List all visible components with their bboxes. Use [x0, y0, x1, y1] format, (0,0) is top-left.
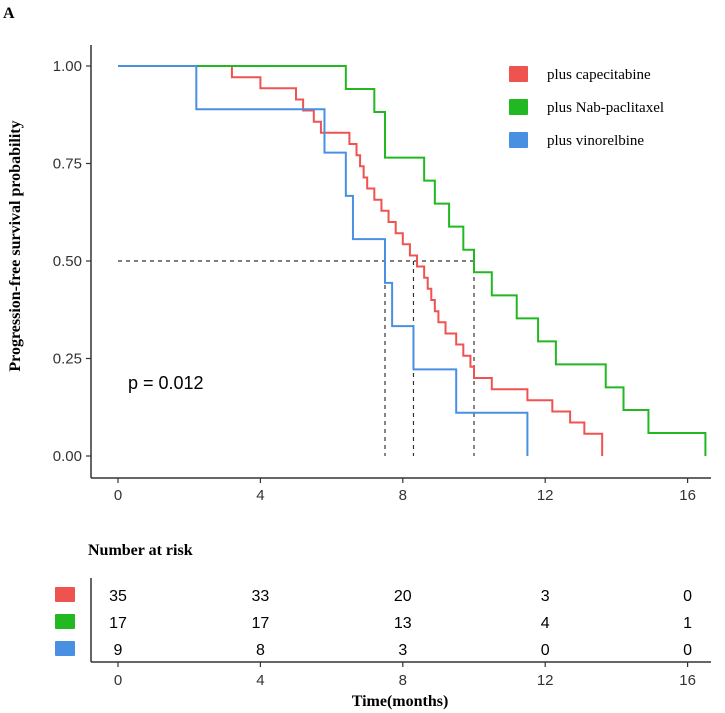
y-tick-label: 0.75 — [53, 156, 82, 173]
risk-value: 8 — [256, 642, 265, 659]
risk-x-tick-label: 16 — [679, 672, 696, 689]
risk-value: 1 — [683, 615, 692, 632]
x-ticks: 0 4 8 12 16 — [114, 478, 696, 504]
risk-value: 0 — [541, 642, 550, 659]
risk-value: 9 — [114, 642, 123, 659]
legend-label: plus capecitabine — [547, 67, 651, 83]
p-value-annotation: p = 0.012 — [128, 373, 204, 393]
series-line-plus-nab-paclitaxel — [118, 65, 707, 456]
legend: plus capecitabine plus Nab-paclitaxel plus… — [509, 66, 664, 149]
risk-value: 13 — [394, 615, 412, 632]
risk-x-tick-label: 12 — [537, 672, 554, 689]
risk-value: 3 — [398, 642, 407, 659]
risk-x-tick-label: 8 — [399, 672, 407, 689]
risk-x-tick-label: 0 — [114, 672, 122, 689]
risk-value: 4 — [541, 615, 550, 632]
series-line-plus-capecitabine — [118, 65, 604, 456]
legend-swatch — [509, 66, 528, 82]
risk-value: 20 — [394, 588, 412, 605]
y-tick-label: 0.00 — [53, 448, 82, 465]
series-line-plus-vinorelbine — [118, 65, 529, 456]
x-tick-label: 4 — [256, 487, 264, 504]
risk-value: 35 — [109, 588, 127, 605]
risk-x-tick-label: 4 — [256, 672, 264, 689]
risk-value: 17 — [109, 615, 127, 632]
risk-row-swatch — [55, 614, 75, 629]
y-tick-label: 1.00 — [53, 58, 82, 75]
median-lines — [118, 260, 475, 456]
risk-row-swatch — [55, 587, 75, 602]
y-tick-label: 0.50 — [53, 253, 82, 270]
y-axis-label: Progression-free survival probability — [7, 120, 24, 371]
panel-label: A — [3, 5, 15, 22]
x-axis-label: Time(months) — [352, 693, 449, 710]
x-tick-label: 8 — [399, 487, 407, 504]
legend-label: plus vinorelbine — [547, 133, 644, 149]
risk-value: 0 — [683, 642, 692, 659]
risk-table-title: Number at risk — [88, 542, 193, 559]
risk-value: 33 — [252, 588, 270, 605]
series-lines — [118, 65, 707, 456]
risk-row-swatch — [55, 641, 75, 656]
legend-label: plus Nab-paclitaxel — [547, 100, 664, 116]
x-tick-label: 16 — [679, 487, 696, 504]
risk-value: 3 — [541, 588, 550, 605]
legend-swatch — [509, 132, 528, 148]
risk-value: 17 — [252, 615, 270, 632]
risk-x-ticks: 0 4 8 12 16 — [114, 662, 696, 689]
risk-table: Number at risk 35 33 20 3 0 17 17 13 4 1 9 8 3 0 0 0 4 8… — [55, 542, 711, 710]
survival-plot: 0.00 0.25 0.50 0.75 1.00 0 4 8 12 16 Progression… — [7, 45, 711, 504]
risk-value: 0 — [683, 588, 692, 605]
y-ticks: 0.00 0.25 0.50 0.75 1.00 — [53, 58, 91, 465]
legend-swatch — [509, 99, 528, 115]
x-tick-label: 0 — [114, 487, 122, 504]
x-tick-label: 12 — [537, 487, 554, 504]
y-tick-label: 0.25 — [53, 351, 82, 368]
risk-rows: 35 33 20 3 0 17 17 13 4 1 9 8 3 0 0 — [55, 587, 692, 659]
